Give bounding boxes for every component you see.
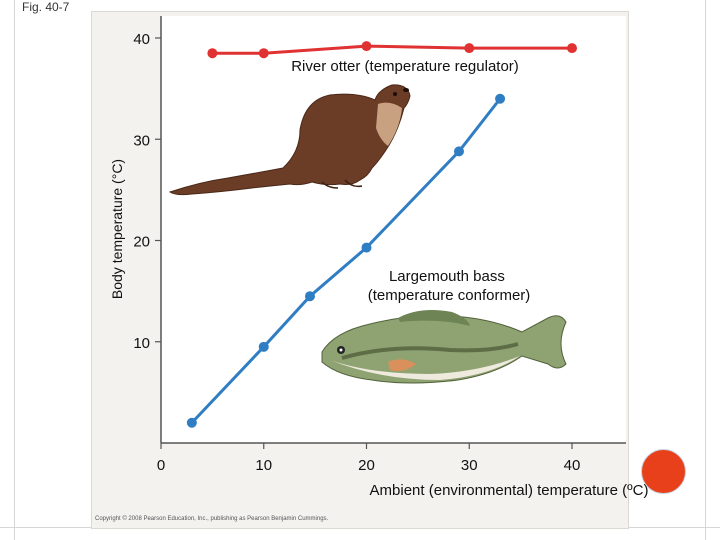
data-point-0 [361,41,372,52]
y-axis-title: Body temperature (°C) [109,159,125,299]
x-axis-title: Ambient (environmental) temperature (ºC) [370,482,649,499]
bass-series-label: Largemouth bass (temperature conformer) [368,268,531,304]
data-point-1 [304,291,315,302]
data-point-1 [495,93,506,104]
y-tick-label: 10 [133,335,150,352]
bass-series-label-line-2: (temperature conformer) [368,287,531,304]
x-tick-label: 0 [157,457,165,474]
bass-series-label-line-1: Largemouth bass [389,268,505,285]
data-point-0 [567,43,577,54]
y-tick-label: 30 [133,132,150,149]
copyright-notice: Copyright © 2008 Pearson Education, Inc.… [95,516,329,522]
x-tick-label: 10 [255,457,272,474]
frame-line-left [14,0,15,540]
x-tick-label: 20 [358,457,375,474]
data-point-1 [258,341,269,352]
otter-icon [168,84,411,196]
series-line-1 [190,97,502,424]
bass-icon [321,310,567,384]
y-tick-label: 40 [133,31,150,48]
x-tick-label: 30 [461,457,478,474]
data-point-0 [464,43,475,54]
data-point-1 [361,242,372,253]
frame-line-right [705,0,706,540]
otter-series-label: River otter (temperature regulator) [291,58,519,75]
data-point-0 [258,48,269,59]
data-point-1 [453,146,464,157]
y-tick-label: 20 [133,234,150,251]
data-point-1 [186,417,197,428]
slide-nav-dot[interactable] [641,449,686,494]
x-tick-label: 40 [564,457,581,474]
figure-label: Fig. 40-7 [22,0,70,14]
data-point-0 [207,48,218,59]
